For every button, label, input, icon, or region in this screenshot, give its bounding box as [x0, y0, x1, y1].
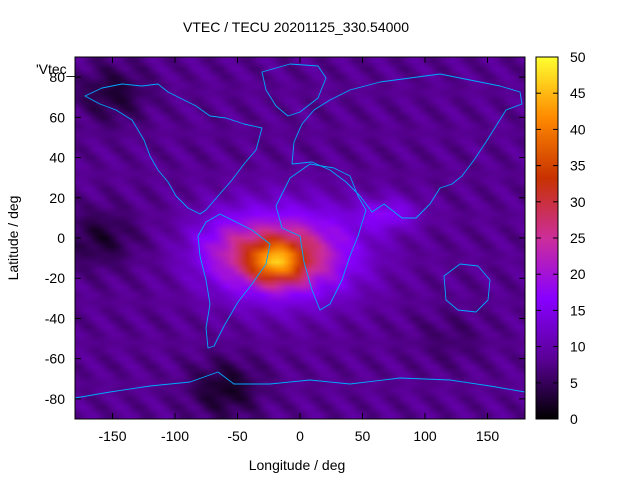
colorbar: 0 5 10 15 20 25 30 35 40 45 50 — [535, 49, 586, 427]
colorbar-tick-label: 20 — [570, 266, 586, 282]
x-axis-label: Longitude / deg — [249, 457, 346, 473]
y-tick-label: 20 — [49, 190, 65, 206]
colorbar-tick-label: 5 — [570, 375, 578, 391]
y-tick-label: -20 — [45, 270, 65, 286]
x-tick-label: 150 — [476, 428, 500, 444]
colorbar-tick-label: 30 — [570, 194, 586, 210]
y-axis-label: Latitude / deg — [5, 196, 21, 281]
y-tick-label: -60 — [45, 351, 65, 367]
x-tick-label: -50 — [227, 428, 247, 444]
colorbar-tick-label: 40 — [570, 121, 586, 137]
y-tick-label: -80 — [45, 391, 65, 407]
chart-title: VTEC / TECU 20201125_330.54000 — [183, 19, 409, 35]
x-tick-label: -100 — [161, 428, 189, 444]
y-tick-label: 60 — [49, 109, 65, 125]
x-axis-ticks: -150 -100 -50 0 50 100 150 — [98, 57, 499, 444]
y-axis-ticks: -80 -60 -40 -20 0 20 40 60 80 — [45, 69, 525, 407]
x-tick-label: 100 — [413, 428, 437, 444]
colorbar-tick-label: 15 — [570, 302, 586, 318]
heatmap-plot-area — [74, 57, 526, 420]
colorbar-tick-label: 0 — [570, 411, 578, 427]
y-tick-label: 0 — [57, 230, 65, 246]
colorbar-tick-label: 25 — [570, 230, 586, 246]
y-tick-label: 80 — [49, 69, 65, 85]
y-tick-label: 40 — [49, 150, 65, 166]
coastline-africa — [275, 163, 367, 311]
y-tick-label: -40 — [45, 310, 65, 326]
colorbar-ticks: 0 5 10 15 20 25 30 35 40 45 50 — [536, 49, 586, 427]
colorbar-gradient — [536, 57, 558, 419]
coastline-north-america — [84, 83, 263, 215]
coastline-south-america — [197, 213, 271, 349]
coastline-australia — [443, 263, 491, 313]
coastline-greenland — [261, 63, 327, 117]
x-tick-label: 50 — [355, 428, 371, 444]
colorbar-tick-label: 35 — [570, 158, 586, 174]
colorbar-tick-label: 50 — [570, 49, 586, 65]
x-tick-label: -150 — [98, 428, 126, 444]
x-tick-label: 0 — [296, 428, 304, 444]
colorbar-tick-label: 45 — [570, 85, 586, 101]
series-label: 'Vtec_ — [36, 61, 75, 77]
colorbar-tick-label: 10 — [570, 339, 586, 355]
coastline-europe-asia — [291, 73, 523, 219]
